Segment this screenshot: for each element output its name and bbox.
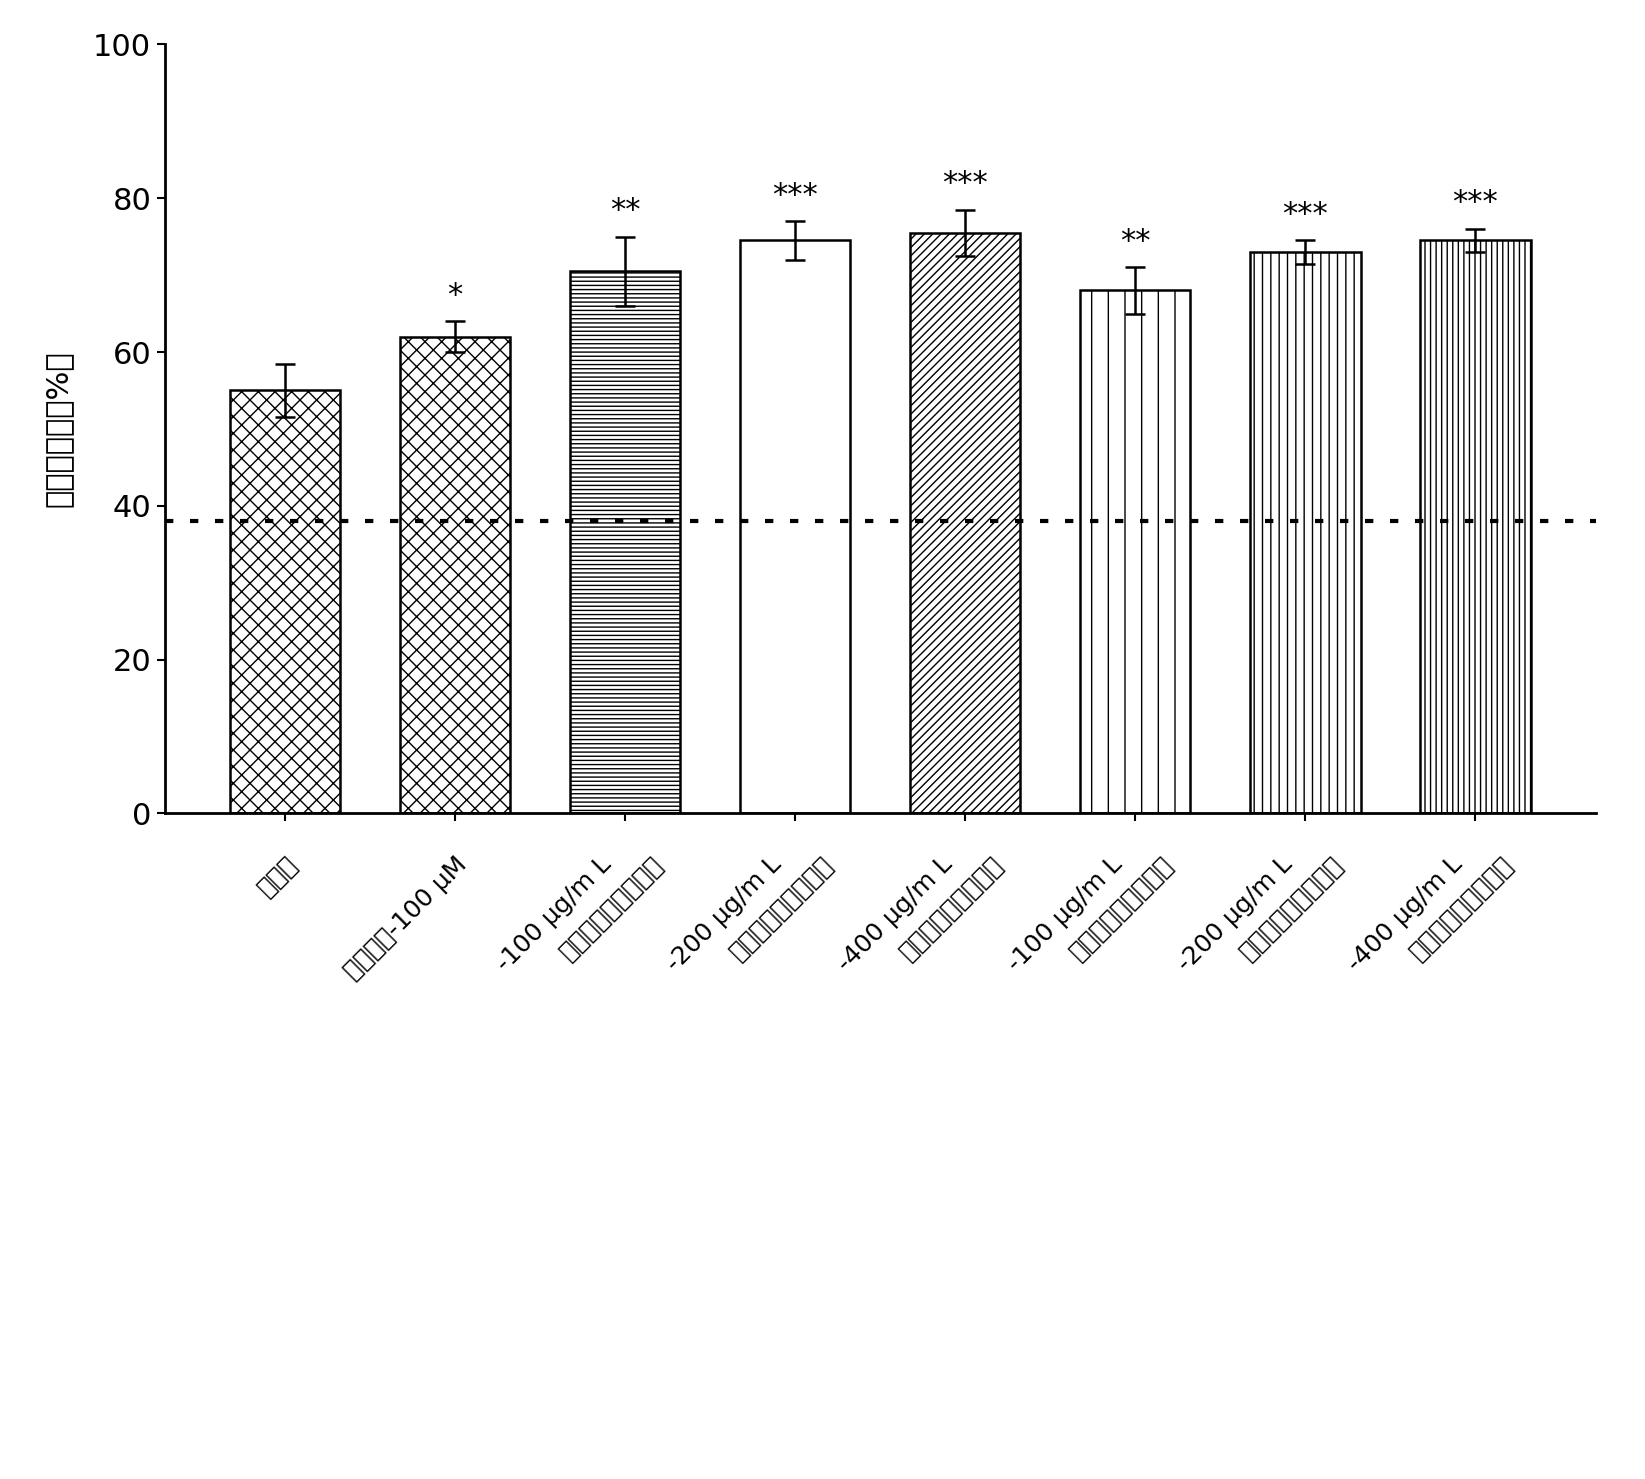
Text: 有效部位（批次一）: 有效部位（批次一） [725,852,837,964]
Text: 有效部位（批次一）: 有效部位（批次一） [895,852,1008,964]
Text: ***: *** [943,169,989,198]
Text: -100 μg/m L: -100 μg/m L [1003,852,1127,976]
Bar [569,271,681,813]
Text: ***: *** [772,180,818,210]
Text: -400 μg/m L: -400 μg/m L [1342,852,1467,976]
Text: *: * [447,281,462,309]
Text: 有效部位（批次二）: 有效部位（批次二） [1066,852,1178,964]
Bar [400,337,510,813]
Text: -400 μg/m L: -400 μg/m L [832,852,957,976]
Text: 有效部位（批次二）: 有效部位（批次二） [1405,852,1518,964]
Bar [1420,241,1530,813]
Text: **: ** [1120,226,1150,256]
Y-axis label: 细胞存活率（%）: 细胞存活率（%） [43,351,72,507]
Text: **: ** [610,197,640,225]
Text: 尼可地尔-100 μM: 尼可地尔-100 μM [341,852,472,984]
Bar [1079,290,1191,813]
Text: -200 μg/m L: -200 μg/m L [663,852,786,976]
Bar [740,241,850,813]
Bar [910,232,1020,813]
Text: ***: *** [1283,200,1328,229]
Text: 有效部位（批次二）: 有效部位（批次二） [1235,852,1347,964]
Bar [1250,251,1360,813]
Text: 有效部位（批次一）: 有效部位（批次一） [554,852,668,964]
Text: -100 μg/m L: -100 μg/m L [492,852,617,976]
Text: -200 μg/m L: -200 μg/m L [1173,852,1296,976]
Text: ***: *** [1453,188,1499,217]
Text: 模型组: 模型组 [253,852,301,901]
Bar [230,390,341,813]
